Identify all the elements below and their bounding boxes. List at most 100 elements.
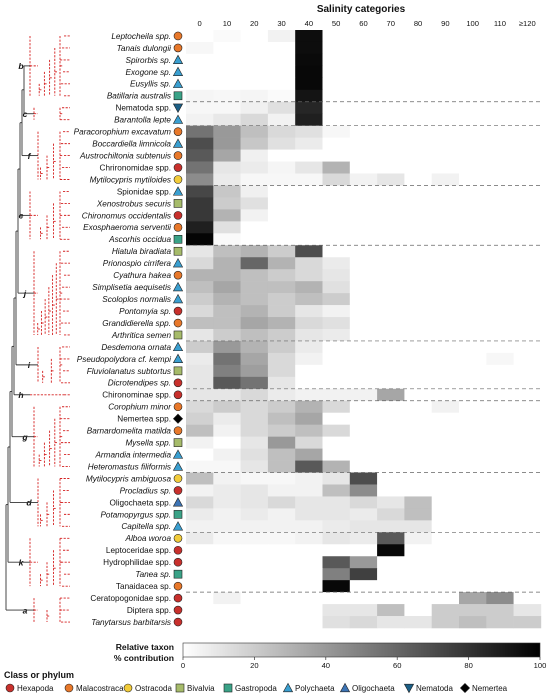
heatmap-cell bbox=[322, 209, 351, 222]
heatmap-cell bbox=[267, 460, 296, 473]
heatmap-cell bbox=[322, 544, 351, 557]
heatmap-cell bbox=[431, 125, 460, 138]
heatmap-cell bbox=[349, 604, 378, 617]
class-marker bbox=[173, 31, 183, 41]
heatmap-cell bbox=[322, 30, 351, 43]
heatmap-cell bbox=[322, 77, 351, 91]
heatmap-cell bbox=[186, 532, 214, 545]
heatmap-cell bbox=[322, 329, 351, 342]
heatmap-cell bbox=[377, 329, 405, 342]
heatmap-cell bbox=[459, 317, 487, 330]
heatmap-cell bbox=[213, 400, 241, 414]
class-marker bbox=[173, 378, 183, 388]
heatmap-cell bbox=[486, 508, 514, 521]
heatmap-cell bbox=[322, 400, 351, 414]
heatmap-cell bbox=[186, 281, 214, 294]
heatmap-cell bbox=[267, 89, 296, 103]
heatmap-cell bbox=[377, 436, 405, 449]
x-tick-label: 10 bbox=[223, 19, 231, 28]
heatmap-cell bbox=[267, 364, 296, 378]
heatmap-cell bbox=[349, 65, 378, 79]
heatmap-cell bbox=[213, 520, 241, 533]
heatmap-cell bbox=[186, 305, 214, 318]
heatmap-cell bbox=[267, 580, 296, 593]
heatmap-cell bbox=[295, 221, 323, 234]
heatmap-cell bbox=[322, 424, 351, 437]
heatmap-cell bbox=[377, 41, 405, 55]
heatmap-cell bbox=[267, 352, 296, 366]
heatmap-cell bbox=[431, 520, 460, 533]
heatmap-cell bbox=[213, 544, 241, 557]
heatmap-cell bbox=[295, 364, 323, 378]
heatmap-cell bbox=[486, 41, 514, 55]
heatmap-cell bbox=[267, 472, 296, 485]
heatmap-cell bbox=[213, 53, 241, 67]
heatmap-cell bbox=[486, 257, 514, 270]
heatmap-cell bbox=[322, 532, 351, 545]
heatmap-cell bbox=[213, 281, 241, 294]
heatmap-cell bbox=[240, 197, 269, 210]
taxon-label: Nematoda spp. bbox=[115, 104, 171, 113]
heatmap-cell bbox=[513, 329, 542, 342]
heatmap-cell bbox=[349, 281, 378, 294]
heatmap-cell bbox=[377, 496, 405, 509]
heatmap-cell bbox=[240, 460, 269, 473]
heatmap-cell bbox=[404, 185, 432, 198]
heatmap-cell bbox=[349, 460, 378, 473]
heatmap-cell bbox=[377, 197, 405, 210]
heatmap-cell bbox=[322, 556, 351, 569]
taxon-label: Heteromastus filiformis bbox=[88, 462, 171, 471]
heatmap-cell bbox=[459, 125, 487, 138]
heatmap-cell bbox=[295, 245, 323, 258]
heatmap-cell bbox=[459, 233, 487, 246]
heatmap-cell bbox=[486, 293, 514, 306]
heatmap-cell bbox=[431, 484, 460, 497]
heatmap-cell bbox=[404, 592, 432, 605]
heatmap-cell bbox=[213, 484, 241, 497]
heatmap-cell bbox=[486, 89, 514, 103]
heatmap-cell bbox=[486, 472, 514, 485]
heatmap-cell bbox=[349, 245, 378, 258]
taxon-label: Tanea sp. bbox=[135, 570, 171, 579]
heatmap-cell bbox=[486, 329, 514, 342]
heatmap-cell bbox=[349, 77, 378, 91]
heatmap-cell bbox=[486, 245, 514, 258]
heatmap-cell bbox=[322, 484, 351, 497]
class-marker bbox=[172, 293, 184, 304]
heatmap-cell bbox=[267, 53, 296, 67]
heatmap-cell bbox=[186, 508, 214, 521]
legend-marker bbox=[175, 683, 185, 693]
heatmap-cell bbox=[349, 269, 378, 282]
heatmap-cell bbox=[349, 209, 378, 222]
class-marker bbox=[172, 78, 184, 88]
heatmap-cell bbox=[431, 496, 460, 509]
heatmap-cell bbox=[459, 113, 487, 126]
heatmap-cell bbox=[459, 269, 487, 282]
colorbar-tick-label: 0 bbox=[181, 661, 185, 670]
heatmap-cell bbox=[404, 65, 432, 79]
heatmap-cell bbox=[404, 520, 432, 533]
heatmap-cell bbox=[486, 484, 514, 497]
heatmap-cell bbox=[459, 329, 487, 342]
heatmap-cell bbox=[295, 30, 323, 43]
heatmap-cell bbox=[431, 376, 460, 390]
heatmap-cell bbox=[377, 484, 405, 497]
heatmap-cell bbox=[377, 460, 405, 473]
heatmap-cell bbox=[486, 436, 514, 449]
heatmap-cell bbox=[240, 556, 269, 569]
heatmap-cell bbox=[404, 233, 432, 246]
heatmap-cell bbox=[404, 41, 432, 55]
heatmap-cell bbox=[213, 149, 241, 162]
heatmap-cell bbox=[322, 173, 351, 186]
heatmap-cell bbox=[459, 592, 487, 605]
x-tick-label: 70 bbox=[387, 19, 395, 28]
heatmap-cell bbox=[431, 173, 460, 186]
heatmap-cell bbox=[431, 364, 460, 378]
heatmap-cell bbox=[459, 460, 487, 473]
heatmap-cell bbox=[486, 185, 514, 198]
heatmap-cell bbox=[322, 281, 351, 294]
class-marker bbox=[173, 438, 183, 447]
class-marker bbox=[172, 54, 184, 65]
taxon-label: Armandia intermedia bbox=[94, 450, 171, 459]
heatmap-cell bbox=[431, 161, 460, 174]
